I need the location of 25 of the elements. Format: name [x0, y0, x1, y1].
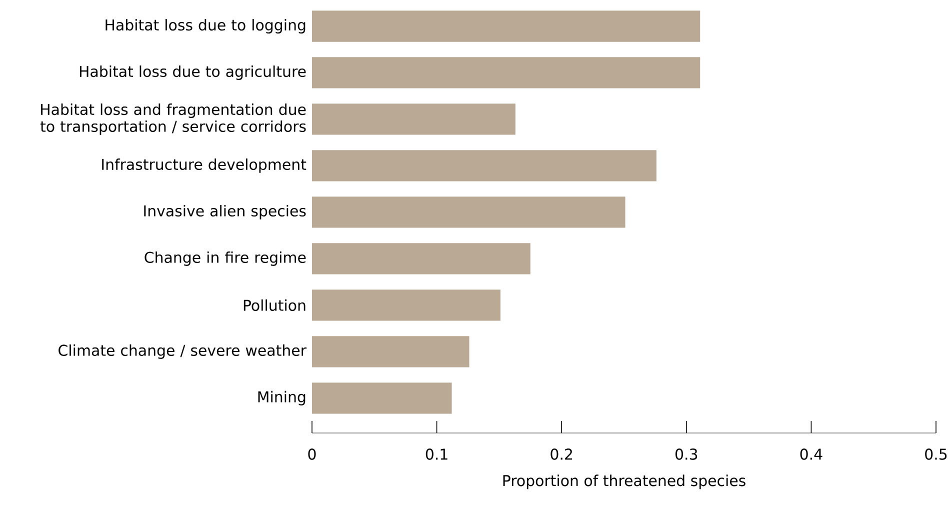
- y-tick-label: Infrastructure development: [102, 158, 306, 173]
- x-tick-label: 0.4: [800, 448, 822, 460]
- bar: [312, 10, 700, 42]
- x-tick-label: 0: [308, 448, 316, 460]
- y-tick-label: Change in fire regime: [144, 251, 306, 266]
- bar: [312, 336, 470, 368]
- y-tick-label: Pollution: [244, 299, 306, 311]
- y-tick-label: Habitat loss and fragmentation due to transportation / service corridors: [40, 104, 306, 135]
- y-tick-label: Habitat loss due to agriculture: [80, 66, 306, 80]
- bar: [312, 243, 530, 274]
- bar: [312, 290, 500, 321]
- y-tick-label: Invasive alien species: [144, 204, 306, 220]
- x-tick-label: 0.5: [925, 448, 947, 460]
- x-tick-label: 0.2: [550, 448, 572, 460]
- x-axis-title: Proportion of threatened species: [503, 474, 746, 490]
- y-tick-label: Habitat loss due to logging: [106, 19, 306, 34]
- bar: [312, 57, 700, 88]
- y-tick-label: Mining: [258, 390, 306, 406]
- bar: [312, 104, 516, 135]
- bar: [312, 196, 626, 228]
- bar: [312, 150, 656, 182]
- x-tick-label: 0.1: [426, 448, 448, 460]
- y-tick-label: Climate change / severe weather: [58, 344, 306, 359]
- x-tick-label: 0.3: [676, 448, 698, 460]
- bar: [312, 382, 452, 414]
